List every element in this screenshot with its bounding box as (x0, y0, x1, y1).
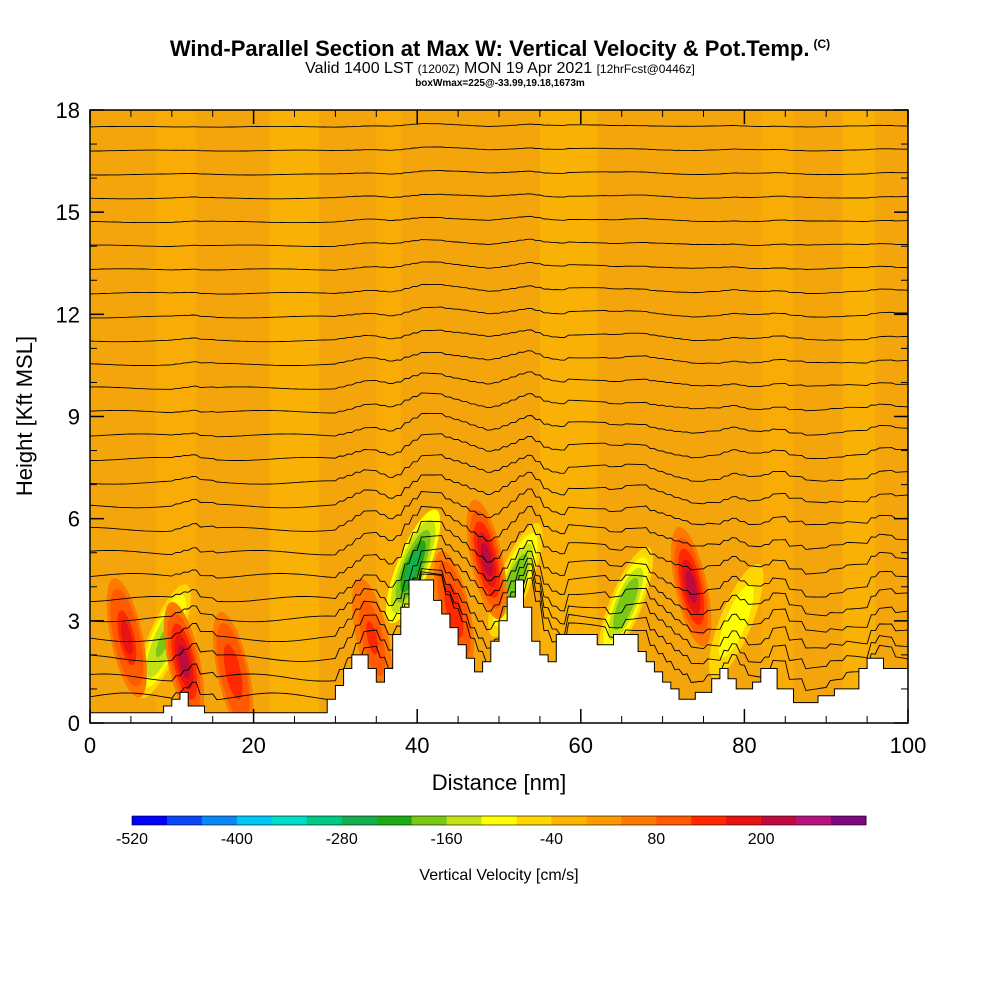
title-main: Wind-Parallel Section at Max W: Vertical… (169, 36, 810, 61)
colorbar-tick-label-3: -160 (431, 831, 463, 848)
colorbar-tick-label-4: -40 (540, 831, 563, 848)
colorbar: -520 -400 -280 -160 -40 80 200 (116, 815, 867, 848)
theta-contour-8 (90, 488, 908, 532)
x-tick-label-0: 0 (84, 733, 96, 758)
plot-area (90, 110, 908, 723)
valid-prefix: Valid 1400 LST (305, 60, 414, 77)
theta-contour-21 (90, 215, 908, 224)
theta-contour-18 (90, 283, 908, 295)
chart-title: Wind-Parallel Section at Max W: Vertical… (0, 36, 1000, 62)
theta-contour-6 (90, 520, 908, 579)
theta-contour-5 (90, 535, 908, 603)
colorbar-tick-label-2: -280 (326, 831, 358, 848)
updraft-core-0 (106, 578, 147, 698)
velocity-band-5 (842, 110, 876, 723)
updraft-core-6 (671, 527, 712, 647)
colorbar-swatch-8 (411, 816, 448, 825)
y-tick-label-6: 18 (56, 98, 80, 123)
theta-contour-14 (90, 371, 908, 390)
colorbar-swatch-7 (376, 816, 413, 825)
colorbar-swatch-11 (516, 816, 552, 825)
colorbar-swatch-17 (726, 816, 762, 825)
velocity-band-4 (760, 110, 794, 723)
x-tick-label-5: 100 (890, 733, 927, 758)
theta-contour-15 (90, 350, 908, 366)
colorbar-swatch-19 (796, 816, 832, 825)
y-tick-label-1: 3 (68, 609, 80, 634)
theta-contour-23 (90, 170, 908, 176)
colorbar-swatch-10 (481, 816, 517, 825)
colorbar-frame (131, 815, 867, 826)
x-tick-label-3: 60 (569, 733, 593, 758)
velocity-band-1 (269, 110, 320, 723)
colorbar-swatch-20 (831, 816, 867, 825)
terrain (90, 579, 908, 723)
theta-contour-25 (90, 123, 908, 128)
theta-contour-19 (90, 261, 908, 271)
theta-contour-9 (90, 471, 908, 509)
updraft-core-5-ring-4 (480, 542, 493, 577)
colorbar-swatch-2 (201, 816, 238, 825)
theta-contour-16 (90, 329, 908, 343)
axes: 0 20 40 60 80 100 0 3 6 9 12 15 18 (56, 98, 927, 758)
updraft-core-3 (352, 578, 393, 698)
theta-contour-13 (90, 392, 908, 414)
x-tick-label-1: 20 (241, 733, 265, 758)
forecast-info: [12hrFcst@0446z] (596, 62, 695, 76)
x-tick-label-2: 40 (405, 733, 429, 758)
chart-subtitle: Valid 1400 LST (1200Z) MON 19 Apr 2021 [… (0, 60, 1000, 78)
theta-contour-10 (90, 454, 908, 485)
theta-contour-24 (90, 146, 908, 152)
theta-contour-17 (90, 306, 908, 319)
colorbar-swatch-9 (446, 816, 483, 825)
title-units: (C) (813, 36, 831, 51)
theta-contour-11 (90, 433, 908, 461)
colorbar-swatch-6 (341, 816, 378, 825)
x-tick-label-4: 80 (732, 733, 756, 758)
colorbar-swatch-12 (551, 816, 587, 825)
theta-contour-7 (90, 505, 908, 556)
updraft-core-4-ring-4 (448, 593, 460, 628)
colorbar-tick-label-5: 80 (647, 831, 665, 848)
y-tick-label-3: 9 (68, 405, 80, 430)
y-tick-label-4: 12 (56, 302, 80, 327)
y-tick-label-5: 15 (56, 200, 80, 225)
y-tick-label-0: 0 (68, 711, 80, 736)
colorbar-swatch-4 (271, 816, 308, 825)
theta-contour-12 (90, 412, 908, 438)
valid-date: MON 19 Apr 2021 (464, 60, 593, 77)
valid-utc: (1200Z) (417, 62, 460, 76)
updraft-core-1 (163, 601, 205, 722)
colorbar-tick-label-1: -400 (221, 831, 253, 848)
colorbar-swatch-3 (236, 816, 273, 825)
colorbar-tick-label-6: 200 (748, 831, 775, 848)
theta-contour-3 (90, 557, 908, 643)
downdraft-core-4-ring-4 (728, 604, 744, 637)
theta-contour-4 (90, 548, 908, 623)
colorbar-swatch-15 (656, 816, 692, 825)
x-axis-label: Distance [nm] (432, 770, 567, 795)
colorbar-label: Vertical Velocity [cm/s] (419, 867, 578, 884)
colorbar-swatch-5 (306, 816, 343, 825)
theta-contour-22 (90, 193, 908, 200)
updraft-core-2-ring-4 (227, 655, 240, 689)
updraft-core-6-ring-4 (685, 570, 698, 604)
colorbar-tick-label-0: -520 (116, 831, 148, 848)
colorbar-swatch-18 (761, 816, 797, 825)
colorbar-swatch-16 (691, 816, 727, 825)
y-axis-label: Height [Kft MSL] (12, 336, 37, 496)
theta-contour-20 (90, 238, 908, 247)
updraft-core-0-ring-4 (120, 621, 133, 655)
y-tick-label-2: 6 (68, 507, 80, 532)
colorbar-swatch-1 (166, 816, 203, 825)
colorbar-swatch-14 (621, 816, 657, 825)
colorbar-swatch-0 (132, 816, 168, 825)
colorbar-swatch-13 (586, 816, 622, 825)
box-info: boxWmax=225@-33.99,19.18,1673m (415, 78, 585, 89)
